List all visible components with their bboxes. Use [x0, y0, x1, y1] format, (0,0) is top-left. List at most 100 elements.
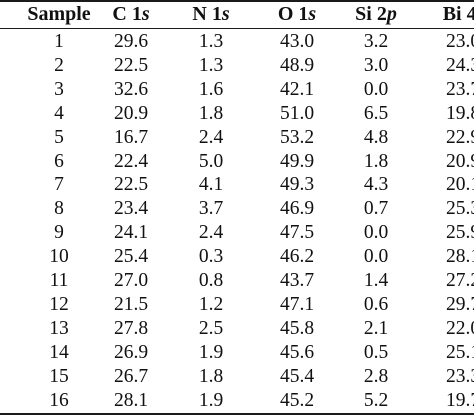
cell-sample: 6: [54, 150, 64, 172]
table-row: 9 24.1 2.4 47.5 0.0 25.9: [0, 221, 474, 245]
cell-n1s: 0.3: [198, 246, 224, 268]
header-bi4f: Bi 4f: [442, 3, 474, 25]
cell-si2p: 0.5: [363, 341, 389, 363]
table-row: 3 32.6 1.6 42.1 0.0 23.7: [0, 78, 474, 102]
cell-c1s: 21.5: [113, 293, 149, 315]
cell-c1s: 27.8: [113, 317, 149, 339]
table-row: 4 20.9 1.8 51.0 6.5 19.8: [0, 102, 474, 126]
cell-n1s: 1.6: [198, 78, 224, 100]
cell-bi4f: 29.7: [445, 293, 474, 315]
cell-si2p: 5.2: [363, 389, 389, 411]
cell-o1s: 49.3: [279, 174, 315, 196]
cell-c1s: 26.7: [113, 365, 149, 387]
cell-bi4f: 19.8: [445, 102, 474, 124]
cell-n1s: 0.8: [198, 270, 224, 291]
cell-bi4f: 23.7: [445, 78, 474, 100]
cell-c1s: 16.7: [113, 126, 149, 148]
table-row: 12 21.5 1.2 47.1 0.6 29.7: [0, 293, 474, 317]
cell-si2p: 1.4: [363, 270, 389, 291]
cell-n1s: 3.7: [198, 198, 224, 220]
cell-bi4f: 20.1: [445, 174, 474, 196]
cell-si2p: 0.7: [363, 198, 389, 220]
cell-si2p: 0.0: [363, 78, 389, 100]
cell-n1s: 2.4: [198, 222, 224, 244]
cell-sample: 9: [54, 222, 64, 244]
cell-bi4f: 22.9: [445, 126, 474, 148]
cell-si2p: 0.0: [363, 246, 389, 268]
cell-c1s: 22.5: [113, 54, 149, 76]
table-header-row: Sample C 1s N 1s O 1s Si 2p Bi 4f: [0, 2, 474, 26]
cell-sample: 2: [54, 54, 64, 76]
cell-bi4f: 20.9: [445, 150, 474, 172]
cell-si2p: 2.1: [363, 317, 389, 339]
cell-n1s: 4.1: [198, 174, 224, 196]
header-n1s: N 1s: [192, 3, 230, 25]
table-row: 14 26.9 1.9 45.6 0.5 25.1: [0, 341, 474, 365]
cell-o1s: 43.7: [279, 270, 315, 291]
cell-c1s: 29.6: [113, 31, 149, 52]
cell-n1s: 5.0: [198, 150, 224, 172]
cell-si2p: 4.8: [363, 126, 389, 148]
cell-si2p: 0.6: [363, 293, 389, 315]
header-sample: Sample: [27, 3, 91, 25]
table-row: 1 29.6 1.3 43.0 3.2 23.0: [0, 30, 474, 54]
cell-c1s: 22.5: [113, 174, 149, 196]
cell-sample: 1: [54, 31, 64, 52]
table-top-rule: [0, 0, 474, 2]
cell-si2p: 6.5: [363, 102, 389, 124]
table-row: 16 28.1 1.9 45.2 5.2 19.7: [0, 389, 474, 413]
cell-bi4f: 24.3: [445, 54, 474, 76]
cell-o1s: 51.0: [279, 102, 315, 124]
cell-n1s: 1.8: [198, 102, 224, 124]
cell-si2p: 3.0: [363, 54, 389, 76]
cell-c1s: 28.1: [113, 389, 149, 411]
cell-o1s: 46.9: [279, 198, 315, 220]
cell-sample: 7: [54, 174, 64, 196]
table-header-rule: [0, 28, 474, 29]
cell-bi4f: 23.3: [445, 365, 474, 387]
table-row: 11 27.0 0.8 43.7 1.4 27.2: [0, 269, 474, 293]
table-row: 13 27.8 2.5 45.8 2.1 22.0: [0, 317, 474, 341]
cell-c1s: 25.4: [113, 246, 149, 268]
table-row: 2 22.5 1.3 48.9 3.0 24.3: [0, 54, 474, 78]
cell-bi4f: 28.1: [445, 246, 474, 268]
cell-bi4f: 25.9: [445, 222, 474, 244]
cell-n1s: 1.2: [198, 293, 224, 315]
cell-c1s: 23.4: [113, 198, 149, 220]
cell-bi4f: 25.3: [445, 198, 474, 220]
cell-bi4f: 25.1: [445, 341, 474, 363]
cell-sample: 8: [54, 198, 64, 220]
cell-si2p: 4.3: [363, 174, 389, 196]
cell-sample: 11: [49, 270, 69, 291]
cell-c1s: 20.9: [113, 102, 149, 124]
cell-si2p: 2.8: [363, 365, 389, 387]
cell-o1s: 45.8: [279, 317, 315, 339]
cell-bi4f: 23.0: [445, 31, 474, 52]
cell-o1s: 45.4: [279, 365, 315, 387]
cell-n1s: 1.3: [198, 31, 224, 52]
cell-o1s: 47.1: [279, 293, 315, 315]
table-row: 7 22.5 4.1 49.3 4.3 20.1: [0, 173, 474, 197]
cell-c1s: 24.1: [113, 222, 149, 244]
cell-c1s: 27.0: [113, 270, 149, 291]
cell-c1s: 32.6: [113, 78, 149, 100]
cell-sample: 15: [49, 365, 69, 387]
cell-si2p: 1.8: [363, 150, 389, 172]
cell-o1s: 42.1: [279, 78, 315, 100]
cell-c1s: 22.4: [113, 150, 149, 172]
cell-n1s: 2.5: [198, 317, 224, 339]
table-row: 10 25.4 0.3 46.2 0.0 28.1: [0, 245, 474, 269]
table-row: 5 16.7 2.4 53.2 4.8 22.9: [0, 126, 474, 150]
cell-n1s: 1.8: [198, 365, 224, 387]
header-si2p: Si 2p: [355, 3, 397, 25]
cell-o1s: 45.6: [279, 341, 315, 363]
cell-sample: 14: [49, 341, 69, 363]
cell-sample: 5: [54, 126, 64, 148]
cell-o1s: 47.5: [279, 222, 315, 244]
cell-si2p: 3.2: [363, 31, 389, 52]
cell-n1s: 1.9: [198, 341, 224, 363]
cell-o1s: 46.2: [279, 246, 315, 268]
table-row: 6 22.4 5.0 49.9 1.8 20.9: [0, 150, 474, 174]
cell-sample: 3: [54, 78, 64, 100]
cell-bi4f: 19.7: [445, 389, 474, 411]
